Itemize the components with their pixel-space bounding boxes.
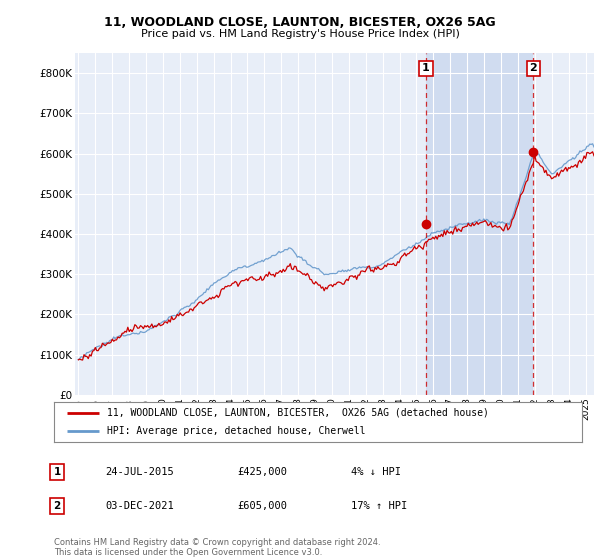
Text: 03-DEC-2021: 03-DEC-2021 bbox=[105, 501, 174, 511]
Text: 4% ↓ HPI: 4% ↓ HPI bbox=[351, 467, 401, 477]
Text: 17% ↑ HPI: 17% ↑ HPI bbox=[351, 501, 407, 511]
Text: 1: 1 bbox=[422, 63, 430, 73]
Text: 2: 2 bbox=[53, 501, 61, 511]
Text: £605,000: £605,000 bbox=[237, 501, 287, 511]
Bar bbox=[426, 53, 533, 395]
Text: HPI: Average price, detached house, Cherwell: HPI: Average price, detached house, Cher… bbox=[107, 426, 365, 436]
Text: 1: 1 bbox=[53, 467, 61, 477]
Text: 11, WOODLAND CLOSE, LAUNTON, BICESTER, OX26 5AG: 11, WOODLAND CLOSE, LAUNTON, BICESTER, O… bbox=[104, 16, 496, 29]
Text: Contains HM Land Registry data © Crown copyright and database right 2024.
This d: Contains HM Land Registry data © Crown c… bbox=[54, 538, 380, 557]
Text: 2: 2 bbox=[530, 63, 538, 73]
Text: 24-JUL-2015: 24-JUL-2015 bbox=[105, 467, 174, 477]
Text: 11, WOODLAND CLOSE, LAUNTON, BICESTER,  OX26 5AG (detached house): 11, WOODLAND CLOSE, LAUNTON, BICESTER, O… bbox=[107, 408, 488, 418]
Text: Price paid vs. HM Land Registry's House Price Index (HPI): Price paid vs. HM Land Registry's House … bbox=[140, 29, 460, 39]
Text: £425,000: £425,000 bbox=[237, 467, 287, 477]
